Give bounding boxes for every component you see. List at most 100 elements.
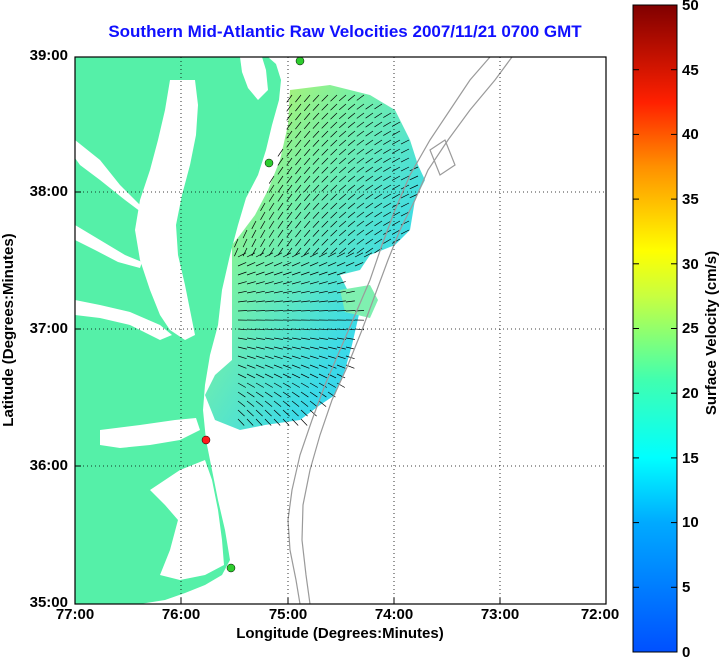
velocity-vector bbox=[321, 112, 329, 120]
velocity-vector bbox=[234, 247, 239, 257]
velocity-vector bbox=[327, 355, 337, 360]
velocity-vector bbox=[255, 328, 266, 331]
velocity-vector bbox=[300, 409, 308, 417]
velocity-vector bbox=[336, 271, 346, 276]
velocity-vector bbox=[347, 121, 356, 128]
velocity-vector bbox=[374, 130, 383, 137]
velocity-vector bbox=[327, 364, 337, 369]
velocity-vector bbox=[312, 229, 320, 237]
velocity-vector bbox=[251, 247, 257, 257]
velocity-vector bbox=[347, 175, 356, 182]
velocity-vector bbox=[291, 328, 302, 331]
velocity-vector bbox=[383, 130, 392, 136]
velocity-vector bbox=[237, 382, 246, 388]
velocity-vector bbox=[409, 193, 419, 199]
y-tick-label: 35:00 bbox=[29, 594, 68, 611]
velocity-vector bbox=[237, 252, 247, 258]
x-tick-label: 72:00 bbox=[580, 606, 620, 623]
velocity-vector bbox=[237, 290, 247, 294]
velocity-vector bbox=[330, 211, 338, 219]
velocity-vector bbox=[356, 157, 365, 164]
colorbar-tick-label: 50 bbox=[682, 0, 699, 14]
velocity-vector bbox=[347, 94, 356, 101]
velocity-vector bbox=[246, 290, 256, 294]
velocity-vector bbox=[312, 103, 320, 111]
velocity-vector bbox=[282, 382, 291, 388]
velocity-vector bbox=[300, 382, 309, 388]
velocity-vector bbox=[309, 382, 318, 388]
velocity-vector bbox=[321, 193, 329, 201]
velocity-vector bbox=[286, 211, 293, 220]
velocity-vector bbox=[277, 148, 284, 157]
velocity-vector bbox=[300, 262, 310, 267]
velocity-vector bbox=[400, 202, 410, 208]
velocity-vector bbox=[312, 247, 320, 255]
velocity-vector bbox=[300, 391, 309, 398]
velocity-vector bbox=[303, 220, 311, 229]
velocity-vector bbox=[365, 121, 374, 128]
velocity-vector bbox=[268, 175, 275, 184]
velocity-vector bbox=[365, 220, 374, 227]
velocity-vector bbox=[365, 139, 374, 146]
velocity-vector bbox=[273, 346, 283, 350]
velocity-vector bbox=[309, 281, 319, 285]
velocity-vector bbox=[242, 229, 248, 239]
velocity-vector bbox=[300, 300, 310, 303]
velocity-vector bbox=[336, 252, 346, 258]
velocity-vector bbox=[237, 355, 247, 360]
velocity-vector bbox=[295, 130, 302, 139]
velocity-vector bbox=[365, 175, 374, 182]
velocity-vector bbox=[291, 400, 300, 407]
colorbar-tick-label: 10 bbox=[682, 514, 699, 531]
velocity-vector bbox=[336, 300, 346, 303]
velocity-vector bbox=[295, 202, 302, 211]
velocity-vector bbox=[303, 157, 311, 166]
velocity-vector bbox=[303, 103, 311, 112]
velocity-vector bbox=[264, 373, 274, 379]
velocity-vector bbox=[374, 148, 383, 155]
velocity-vector bbox=[295, 184, 302, 193]
map-grid bbox=[75, 57, 606, 604]
velocity-vector bbox=[327, 328, 338, 331]
velocity-vector bbox=[246, 262, 256, 267]
velocity-vector bbox=[321, 157, 329, 165]
velocity-vector bbox=[291, 252, 301, 258]
velocity-vector bbox=[303, 229, 311, 238]
velocity-vector bbox=[286, 175, 293, 184]
velocity-vector bbox=[345, 262, 355, 267]
velocity-vector bbox=[277, 166, 284, 175]
velocity-vector bbox=[356, 238, 365, 245]
velocity-vector bbox=[338, 175, 347, 183]
velocity-vector bbox=[291, 262, 301, 267]
velocity-vector bbox=[338, 193, 347, 201]
colorbar-tick-label: 40 bbox=[682, 126, 699, 143]
velocity-vector bbox=[321, 175, 329, 183]
velocity-vector bbox=[330, 238, 338, 246]
velocity-vector bbox=[268, 229, 275, 238]
velocity-vector bbox=[286, 220, 293, 229]
velocity-vector bbox=[318, 262, 328, 267]
velocity-vector bbox=[260, 229, 266, 238]
velocity-vector bbox=[391, 166, 401, 172]
colorbar-label: Surface Velocity (cm/s) bbox=[703, 250, 720, 416]
velocity-vector bbox=[295, 211, 302, 220]
velocity-vector bbox=[336, 364, 346, 369]
velocity-vector bbox=[242, 238, 248, 248]
velocity-vector bbox=[321, 220, 329, 228]
velocity-vector bbox=[300, 328, 311, 331]
velocity-vector bbox=[383, 166, 392, 172]
velocity-vector bbox=[318, 373, 328, 379]
velocity-vector bbox=[264, 364, 274, 369]
velocity-vector bbox=[338, 247, 347, 255]
velocity-vector bbox=[338, 202, 347, 210]
velocity-vector bbox=[356, 148, 365, 155]
velocity-vector bbox=[400, 175, 410, 181]
velocity-vector bbox=[246, 418, 254, 426]
velocity-vector bbox=[312, 184, 320, 192]
x-tick-label: 75:00 bbox=[268, 606, 308, 623]
velocity-vector bbox=[255, 346, 265, 350]
velocity-vector bbox=[356, 166, 365, 173]
velocity-vector bbox=[273, 382, 282, 388]
velocity-vector bbox=[255, 409, 263, 417]
